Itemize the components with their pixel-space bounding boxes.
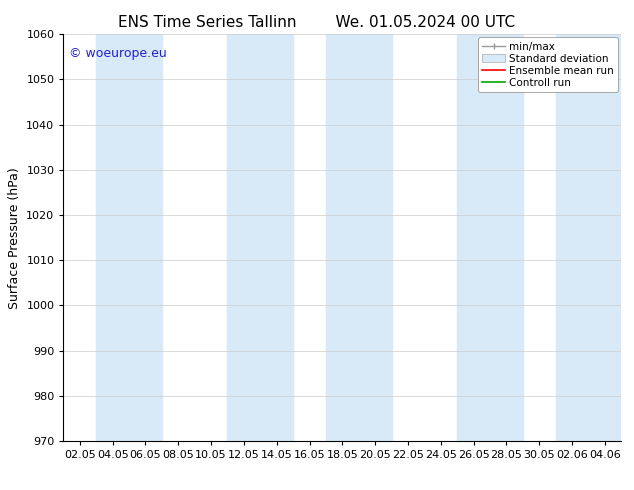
Bar — [96, 34, 162, 441]
Bar — [457, 34, 523, 441]
Text: © woeurope.eu: © woeurope.eu — [69, 47, 167, 59]
Text: ENS Time Series Tallinn        We. 01.05.2024 00 UTC: ENS Time Series Tallinn We. 01.05.2024 0… — [119, 15, 515, 30]
Bar — [555, 34, 621, 441]
Legend: min/max, Standard deviation, Ensemble mean run, Controll run: min/max, Standard deviation, Ensemble me… — [478, 37, 618, 92]
Bar — [228, 34, 293, 441]
Y-axis label: Surface Pressure (hPa): Surface Pressure (hPa) — [8, 167, 21, 309]
Bar — [326, 34, 392, 441]
